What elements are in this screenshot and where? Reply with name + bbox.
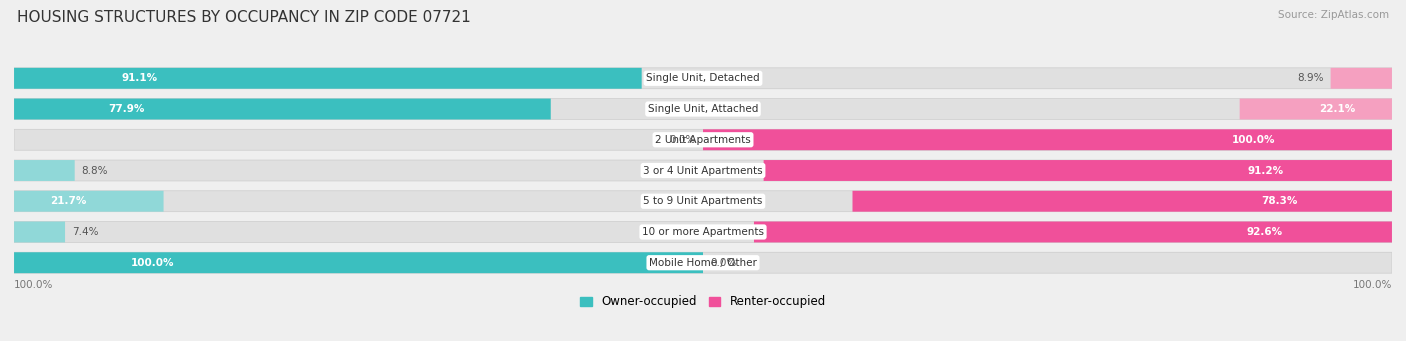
- Text: 91.1%: 91.1%: [122, 73, 157, 83]
- FancyBboxPatch shape: [14, 129, 1392, 150]
- Text: 7.4%: 7.4%: [72, 227, 98, 237]
- FancyBboxPatch shape: [14, 252, 703, 273]
- Legend: Owner-occupied, Renter-occupied: Owner-occupied, Renter-occupied: [575, 291, 831, 313]
- FancyBboxPatch shape: [14, 160, 1392, 181]
- FancyBboxPatch shape: [763, 160, 1392, 181]
- Text: 22.1%: 22.1%: [1319, 104, 1355, 114]
- Text: 5 to 9 Unit Apartments: 5 to 9 Unit Apartments: [644, 196, 762, 206]
- Text: HOUSING STRUCTURES BY OCCUPANCY IN ZIP CODE 07721: HOUSING STRUCTURES BY OCCUPANCY IN ZIP C…: [17, 10, 471, 25]
- Text: 21.7%: 21.7%: [51, 196, 87, 206]
- Text: 8.8%: 8.8%: [82, 165, 108, 176]
- FancyBboxPatch shape: [754, 222, 1392, 242]
- Text: 78.3%: 78.3%: [1261, 196, 1298, 206]
- Text: 3 or 4 Unit Apartments: 3 or 4 Unit Apartments: [643, 165, 763, 176]
- Text: 92.6%: 92.6%: [1246, 227, 1282, 237]
- Text: 0.0%: 0.0%: [710, 258, 737, 268]
- Text: 100.0%: 100.0%: [1353, 280, 1392, 290]
- Text: Single Unit, Attached: Single Unit, Attached: [648, 104, 758, 114]
- Text: 100.0%: 100.0%: [14, 280, 53, 290]
- Text: 77.9%: 77.9%: [108, 104, 145, 114]
- Text: 100.0%: 100.0%: [131, 258, 174, 268]
- Text: 8.9%: 8.9%: [1298, 73, 1323, 83]
- Text: Single Unit, Detached: Single Unit, Detached: [647, 73, 759, 83]
- Text: 2 Unit Apartments: 2 Unit Apartments: [655, 135, 751, 145]
- FancyBboxPatch shape: [852, 191, 1392, 212]
- FancyBboxPatch shape: [14, 68, 641, 89]
- FancyBboxPatch shape: [1330, 68, 1392, 89]
- FancyBboxPatch shape: [14, 252, 1392, 273]
- Text: 10 or more Apartments: 10 or more Apartments: [643, 227, 763, 237]
- FancyBboxPatch shape: [14, 160, 75, 181]
- FancyBboxPatch shape: [14, 68, 1392, 89]
- FancyBboxPatch shape: [14, 99, 1392, 119]
- FancyBboxPatch shape: [1240, 99, 1392, 119]
- FancyBboxPatch shape: [14, 99, 551, 119]
- Text: 91.2%: 91.2%: [1247, 165, 1284, 176]
- FancyBboxPatch shape: [703, 129, 1392, 150]
- FancyBboxPatch shape: [14, 191, 163, 212]
- Text: 100.0%: 100.0%: [1232, 135, 1275, 145]
- Text: 0.0%: 0.0%: [669, 135, 696, 145]
- FancyBboxPatch shape: [14, 222, 65, 242]
- FancyBboxPatch shape: [14, 222, 1392, 242]
- FancyBboxPatch shape: [14, 191, 1392, 212]
- Text: Mobile Home / Other: Mobile Home / Other: [650, 258, 756, 268]
- Text: Source: ZipAtlas.com: Source: ZipAtlas.com: [1278, 10, 1389, 20]
